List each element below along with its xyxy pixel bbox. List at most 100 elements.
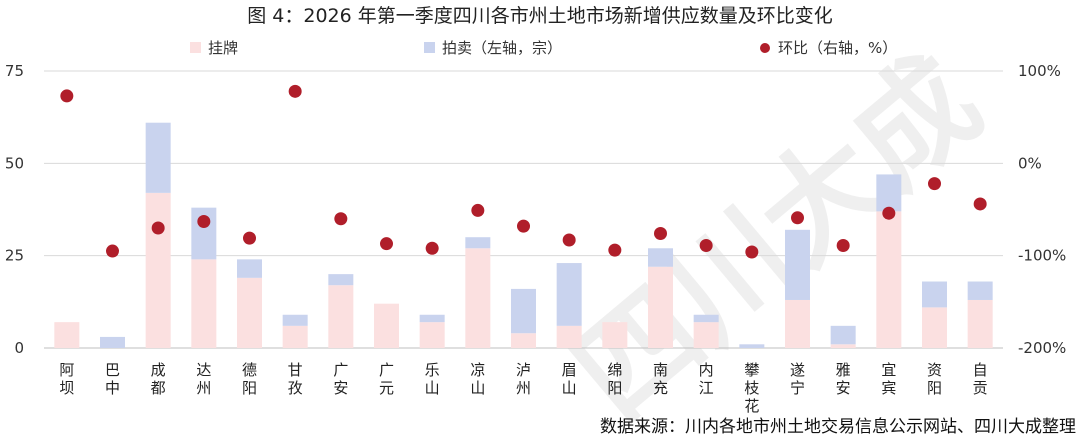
dot-mom-change — [106, 244, 119, 258]
left-tick-label: 75 — [5, 62, 24, 80]
category-label: 乐山 — [425, 361, 440, 397]
dot-mom-change — [288, 84, 302, 98]
category-label: 内江 — [699, 361, 714, 397]
category-label: 甘孜 — [288, 361, 303, 397]
bar-auction — [282, 314, 308, 326]
bar-listing — [830, 344, 856, 348]
dot-mom-change — [60, 89, 74, 103]
bar-listing — [191, 259, 217, 348]
dot-mom-change — [973, 197, 987, 211]
dot-mom-change — [562, 233, 576, 247]
category-label: 遂宁 — [790, 361, 805, 397]
bar-listing — [511, 333, 536, 348]
category-label: 广元 — [379, 361, 394, 397]
bar-auction — [830, 325, 856, 345]
bar-listing — [465, 248, 491, 348]
bar-auction — [556, 263, 582, 326]
bar-listing — [556, 325, 582, 348]
bar-auction — [739, 344, 765, 348]
bar-auction — [785, 229, 810, 300]
bar-auction — [967, 281, 993, 300]
bar-auction — [922, 281, 947, 308]
bar-listing — [237, 277, 262, 348]
dot-mom-change — [699, 239, 713, 253]
bar-listing — [648, 266, 673, 348]
bar-listing — [282, 325, 308, 348]
dot-mom-change — [791, 211, 804, 225]
bar-listing — [876, 211, 902, 348]
left-tick-label: 25 — [5, 247, 24, 265]
dot-mom-change — [471, 203, 485, 217]
right-axis-ticks: -200% -100% 0% 100% — [1018, 62, 1066, 357]
dot-mom-change — [836, 239, 850, 253]
dot-mom-change — [654, 227, 667, 241]
left-axis-ticks: 0 25 50 75 — [5, 62, 24, 357]
category-label: 雅安 — [836, 361, 851, 397]
bar-listing — [602, 322, 628, 348]
dot-mom-change — [425, 241, 439, 255]
legend-label: 拍卖（左轴，宗） — [442, 39, 562, 57]
dot-mom-change — [197, 215, 211, 229]
right-tick-label: 100% — [1018, 62, 1061, 80]
source-note: 数据来源：川内各地市州土地交易信息公示网站、四川大成整理 — [600, 417, 1076, 437]
bar-auction — [237, 259, 262, 278]
category-label: 达州 — [196, 361, 211, 397]
bar-auction — [876, 174, 902, 212]
bar-listing — [374, 303, 399, 348]
bar-listing — [54, 322, 80, 348]
legend-label: 环比（右轴，%） — [778, 39, 897, 57]
category-label: 眉山 — [562, 361, 577, 397]
dot-mom-change — [517, 219, 530, 233]
dot-mom-change — [882, 206, 896, 220]
legend-swatch — [190, 42, 201, 53]
dot-mom-change — [334, 212, 348, 226]
bar-auction — [145, 122, 171, 193]
category-label: 宜宾 — [881, 361, 896, 397]
bar-auction — [648, 248, 673, 267]
category-label: 德阳 — [242, 361, 257, 397]
right-tick-label: 0% — [1018, 154, 1042, 172]
legend-swatch — [760, 43, 770, 53]
bar-auction — [100, 336, 125, 348]
legend-swatch — [424, 42, 435, 53]
scatter-series-group — [60, 84, 987, 259]
category-label: 资阳 — [927, 361, 942, 397]
right-tick-label: -100% — [1018, 247, 1066, 265]
category-label: 巴中 — [105, 361, 120, 397]
category-label: 绵阳 — [607, 361, 622, 397]
bar-series-group — [54, 122, 993, 348]
bar-auction — [465, 237, 491, 249]
left-tick-label: 50 — [5, 154, 24, 172]
category-label: 自贡 — [973, 361, 988, 397]
dot-mom-change — [151, 221, 165, 235]
category-label: 南充 — [653, 361, 668, 397]
category-label: 阿坝 — [59, 361, 74, 397]
dot-mom-change — [745, 245, 759, 259]
legend-label: 挂牌 — [208, 39, 238, 57]
dot-mom-change — [380, 237, 393, 251]
right-tick-label: -200% — [1018, 339, 1066, 357]
dot-mom-change — [928, 177, 941, 191]
bar-listing — [328, 285, 354, 348]
dot-mom-change — [243, 231, 256, 245]
left-tick-label: 0 — [14, 339, 24, 357]
category-label: 广安 — [333, 361, 348, 397]
category-label: 凉山 — [470, 361, 485, 397]
bar-auction — [419, 314, 445, 323]
chart-title: 图 4：2026 年第一季度四川各市州土地市场新增供应数量及环比变化 — [247, 5, 833, 27]
bar-listing — [967, 299, 993, 348]
bar-listing — [145, 192, 171, 348]
chart-legend: 挂牌 拍卖（左轴，宗） 环比（右轴，%） — [190, 39, 897, 57]
bar-auction — [328, 274, 354, 286]
bar-listing — [419, 322, 445, 348]
bar-auction — [693, 314, 719, 323]
bar-listing — [693, 322, 719, 348]
dot-mom-change — [608, 243, 622, 257]
bar-auction — [511, 288, 536, 334]
category-label: 攀枝花 — [744, 361, 759, 415]
category-label: 泸州 — [516, 361, 531, 397]
bar-listing — [922, 307, 947, 348]
bar-listing — [785, 299, 810, 348]
